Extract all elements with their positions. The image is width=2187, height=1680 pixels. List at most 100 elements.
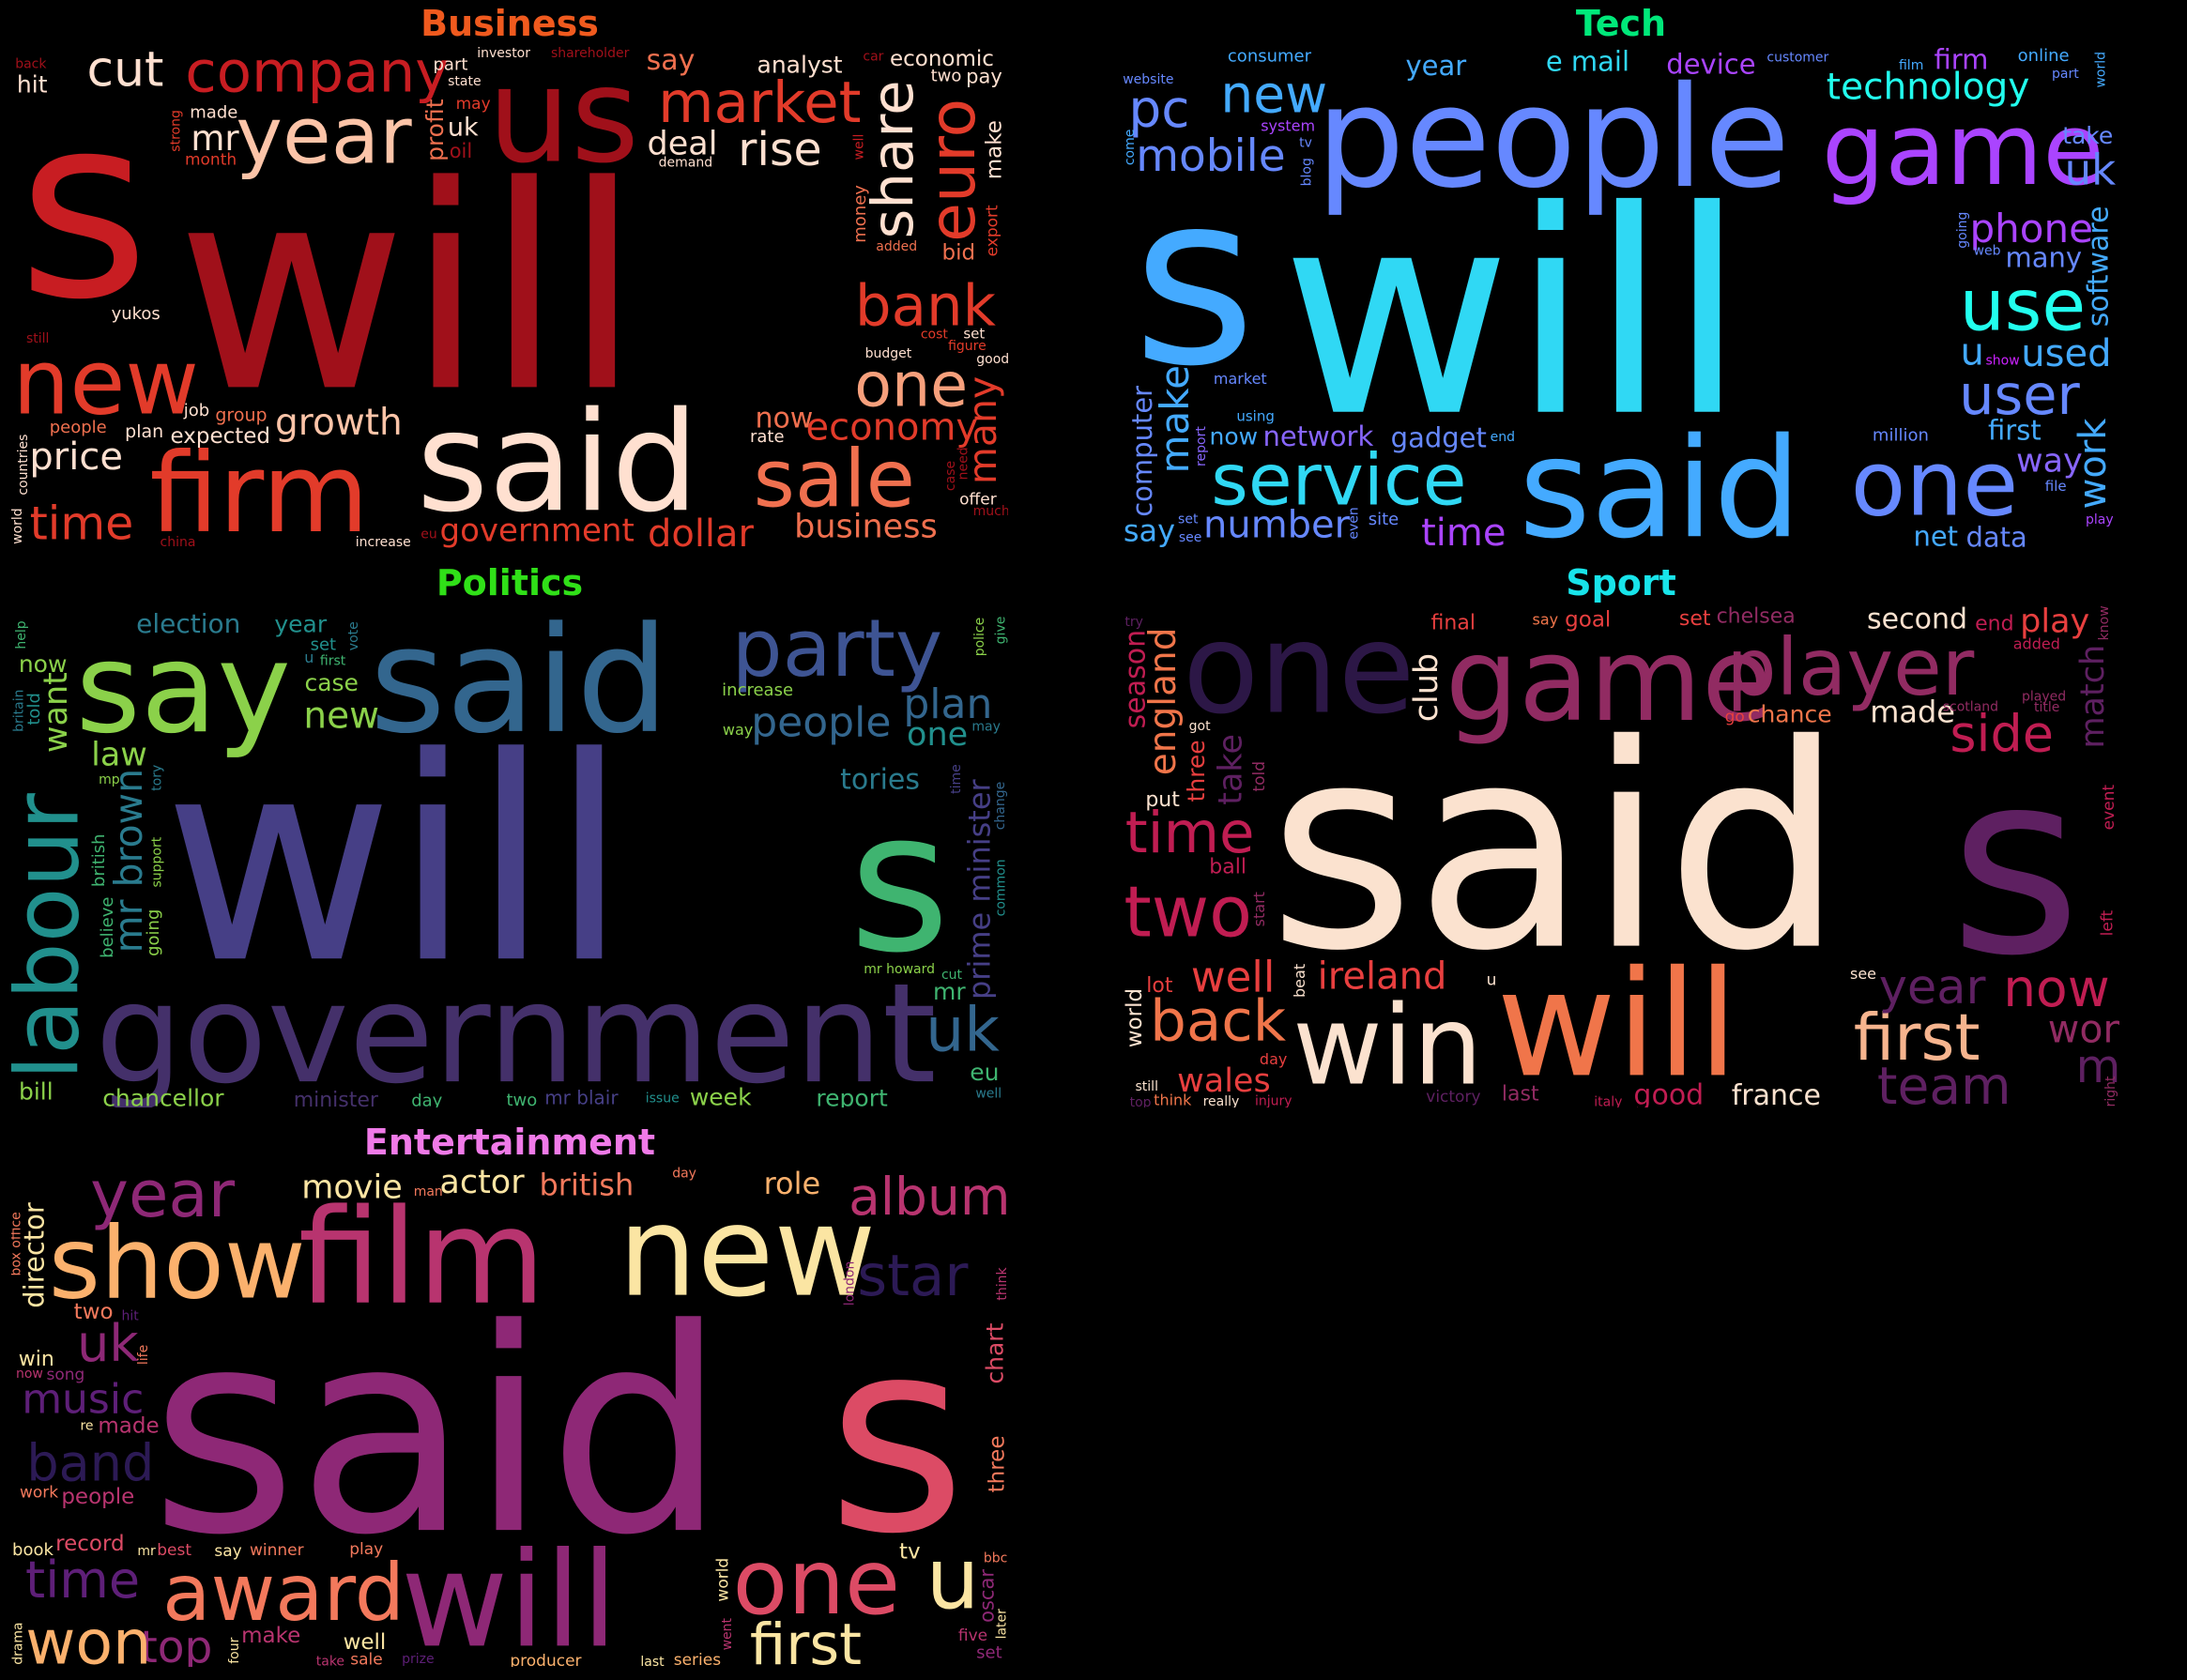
cloud-word: start xyxy=(1250,892,1268,926)
panel-title-sport: Sport xyxy=(1566,562,1676,603)
cloud-word: world xyxy=(2094,52,2109,88)
cloud-word: london xyxy=(842,1261,857,1306)
cloud-word: year xyxy=(90,1166,236,1232)
cloud-word: first xyxy=(1854,1000,1981,1076)
cloud-word: strong xyxy=(169,110,184,152)
cloud-word: set xyxy=(311,635,337,655)
cloud-word: chancellor xyxy=(102,1085,224,1107)
cloud-word: new xyxy=(1220,64,1327,124)
cloud-word: group xyxy=(215,405,267,426)
cloud-word: british xyxy=(89,833,109,887)
cloud-word: game xyxy=(1445,614,1773,748)
cloud-word: mr brown xyxy=(106,769,151,953)
cloud-word: export xyxy=(984,205,1002,256)
cloud-word: people xyxy=(61,1485,134,1509)
cloud-word: one xyxy=(1851,432,2019,537)
cloud-word: left xyxy=(2099,909,2118,936)
cloud-word: made xyxy=(190,102,237,122)
cloud-word: s xyxy=(1132,142,1256,419)
cloud-word: week xyxy=(690,1084,752,1107)
cloud-word: said xyxy=(370,606,669,766)
panel-title-politics: Politics xyxy=(436,562,584,603)
cloud-word: said xyxy=(417,382,699,542)
cloud-word: common xyxy=(993,859,1008,916)
cloud-word: season xyxy=(1123,630,1152,728)
cloud-word: two xyxy=(506,1091,537,1107)
cloud-word: still xyxy=(26,331,49,346)
cloud-word: now xyxy=(2003,958,2110,1018)
cloud-word: shareholder xyxy=(551,47,630,61)
cloud-word: demand xyxy=(659,156,712,171)
cloud-word: cut xyxy=(86,47,163,99)
cloud-word: yukos xyxy=(112,304,161,324)
cloud-word: oil xyxy=(450,140,473,162)
cloud-word: case xyxy=(304,669,358,696)
cloud-word: time xyxy=(1125,800,1255,866)
cloud-word: uk xyxy=(77,1314,139,1373)
cloud-word: plan xyxy=(903,680,992,728)
cloud-word: many xyxy=(2005,242,2082,274)
cloud-word: u xyxy=(1487,970,1497,989)
cloud-word: chart xyxy=(982,1322,1008,1383)
cloud-word: title xyxy=(2034,700,2059,715)
cloud-word: made xyxy=(1870,695,1955,730)
cloud-word: man xyxy=(414,1184,443,1199)
cloud-word: mr xyxy=(191,118,239,159)
cloud-word: game xyxy=(1822,92,2104,207)
cloud-word: police xyxy=(972,618,987,657)
cloud-word: market xyxy=(658,69,861,136)
cloud-word: star xyxy=(857,1243,969,1309)
cloud-word: tory xyxy=(149,765,164,791)
cloud-word: say xyxy=(647,47,696,77)
cloud-word: work xyxy=(20,1483,58,1502)
cloud-word: series xyxy=(674,1651,721,1667)
cloud-word: uk xyxy=(925,996,1000,1066)
cloud-word: album xyxy=(849,1167,1008,1227)
cloud-word: one xyxy=(1183,606,1415,741)
cloud-word: four xyxy=(227,1637,242,1663)
cloud-word: service xyxy=(1211,438,1466,522)
cloud-word: first xyxy=(1988,415,2042,447)
cloud-word: us xyxy=(487,47,639,192)
cloud-word: web xyxy=(1974,244,2001,259)
cloud-word: new xyxy=(618,1181,876,1325)
cloud-word: budget xyxy=(865,346,912,361)
cloud-word: pay xyxy=(966,66,1002,88)
cloud-word: final xyxy=(1431,611,1476,634)
cloud-word: will xyxy=(163,697,628,1025)
cloud-word: firm xyxy=(1935,47,1989,75)
cloud-word: software xyxy=(2083,206,2116,327)
cloud-word: time xyxy=(30,496,134,548)
cloud-word: france xyxy=(1732,1079,1821,1107)
cloud-word: chance xyxy=(1748,701,1832,728)
cloud-word: british xyxy=(539,1167,634,1202)
cloud-word: give xyxy=(993,617,1008,645)
cloud-word: online xyxy=(2018,47,2070,66)
cloud-word: say xyxy=(214,1542,241,1561)
cloud-word: u xyxy=(925,1530,979,1628)
cloud-word: world xyxy=(1123,988,1147,1047)
cloud-word: year xyxy=(236,90,412,182)
cloud-word: much xyxy=(973,504,1008,519)
cloud-word: s xyxy=(18,61,149,355)
cloud-word: see xyxy=(1850,965,1876,983)
cloud-word: gadget xyxy=(1391,422,1487,454)
cloud-word: show xyxy=(49,1206,306,1321)
cloud-word: want xyxy=(38,672,75,753)
cloud-word: report xyxy=(1194,426,1209,466)
cloud-word: put xyxy=(1145,788,1180,812)
cloud-word: people xyxy=(50,418,107,437)
cloud-word: cut xyxy=(941,968,963,983)
cloud-word: m xyxy=(2076,1040,2119,1093)
cloud-word: added xyxy=(876,239,917,254)
cloud-word: month xyxy=(185,151,237,170)
cloud-word: increase xyxy=(356,535,411,548)
cloud-word: injury xyxy=(1255,1094,1292,1107)
cloud-word: will xyxy=(1496,939,1738,1107)
cloud-word: three xyxy=(985,1436,1008,1493)
cloud-word: added xyxy=(2013,635,2060,653)
cloud-word: two xyxy=(74,1300,114,1324)
cloud-word: film xyxy=(298,1182,545,1335)
